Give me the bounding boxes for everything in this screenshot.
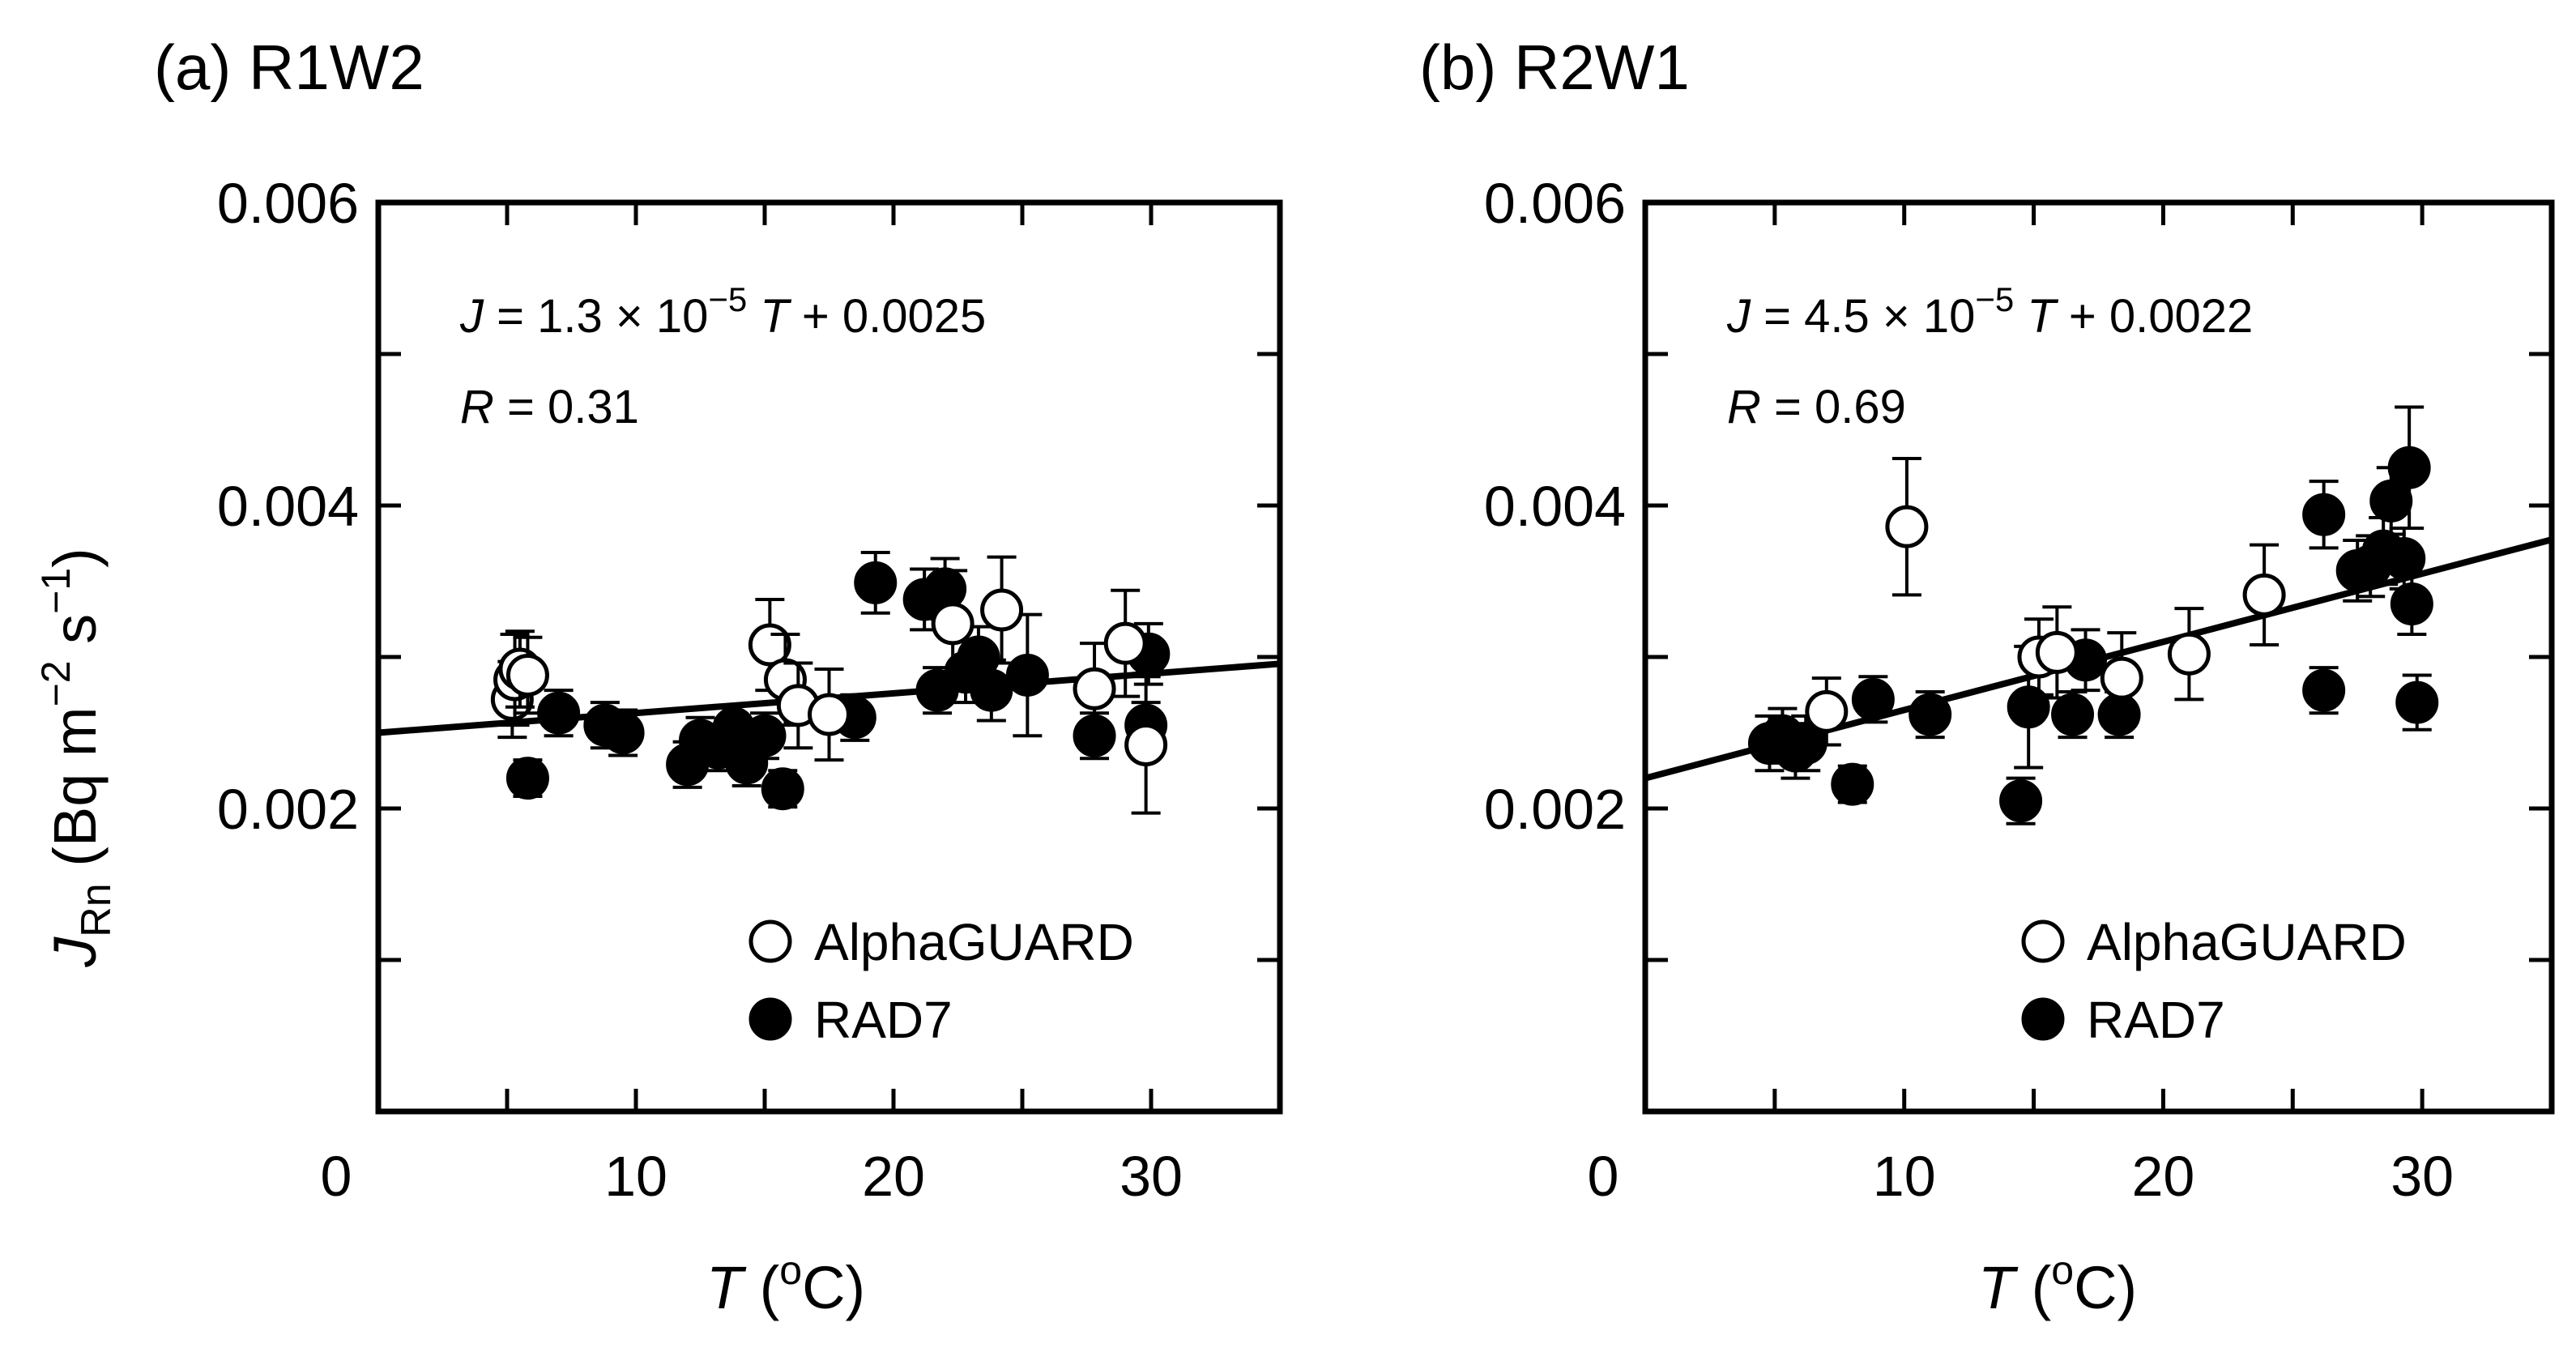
data-point	[505, 653, 549, 697]
data-point	[2242, 573, 2286, 616]
y-axis-label: JRn (Bq m−2 s−1)	[33, 548, 120, 968]
y-tick-label: 0.004	[1484, 475, 1626, 538]
series-rad7	[1747, 405, 2439, 825]
x-axis-label: T (oC)	[1978, 1248, 2137, 1321]
panel-b: (b) R2W1 T (oC) J = 4.5 × 10−5 T + 0.002…	[1419, 32, 2555, 1321]
panel-title: (b) R2W1	[1419, 32, 1690, 103]
legend-label-rad7: RAD7	[2087, 991, 2225, 1049]
svg-text:R = 0.31: R = 0.31	[460, 381, 639, 433]
panel-title: (a) R1W2	[154, 32, 424, 103]
data-point	[2007, 685, 2050, 729]
data-point	[601, 711, 645, 754]
svg-text:T (oC): T (oC)	[1978, 1248, 2137, 1321]
data-point	[1103, 621, 1147, 665]
x-tick-label: 20	[862, 1145, 925, 1208]
legend-marker-alphaguard	[748, 919, 792, 963]
data-point	[2100, 656, 2143, 700]
y-tick-label: 0.004	[217, 475, 359, 538]
data-point	[2302, 493, 2346, 536]
data-point	[1999, 779, 2043, 823]
data-point	[931, 602, 975, 646]
x-tick-label: 0	[321, 1145, 352, 1208]
data-point	[743, 714, 787, 757]
data-point	[1909, 693, 1952, 736]
svg-text:T (oC): T (oC)	[706, 1248, 865, 1321]
y-tick-label: 0.002	[217, 778, 359, 841]
panel-a: (a) R1W2 T (oC) J = 1.3 × 10−5 T + 0.002…	[154, 32, 1283, 1321]
x-tick-label: 30	[1120, 1145, 1183, 1208]
y-tick-label: 0.002	[1484, 778, 1626, 841]
y-tick-label: 0.006	[1484, 172, 1626, 235]
data-point	[2167, 632, 2211, 676]
series-alphaguard	[1805, 457, 2286, 747]
data-point	[854, 561, 898, 604]
x-tick-label: 10	[604, 1145, 667, 1208]
svg-text:J = 1.3 × 10−5 T + 0.0025: J = 1.3 × 10−5 T + 0.0025	[459, 280, 986, 343]
legend-label-alphaguard: AlphaGUARD	[2087, 913, 2407, 971]
data-point	[505, 757, 549, 800]
legend: AlphaGUARD RAD7	[2021, 913, 2407, 1049]
data-point	[808, 693, 851, 736]
data-point	[761, 767, 804, 811]
x-tick-label: 10	[1873, 1145, 1936, 1208]
data-point	[2097, 693, 2141, 736]
data-point	[1885, 505, 1929, 548]
x-axis-label: T (oC)	[706, 1248, 865, 1321]
data-point	[980, 588, 1024, 632]
legend-marker-alphaguard	[2021, 919, 2065, 963]
equation: J = 1.3 × 10−5 T + 0.0025	[459, 280, 986, 343]
svg-text:J = 4.5 × 10−5 T + 0.0022: J = 4.5 × 10−5 T + 0.0022	[1726, 280, 2253, 343]
legend-marker-rad7	[748, 997, 792, 1041]
data-point	[1005, 653, 1049, 697]
y-tick-label: 0.006	[217, 172, 359, 235]
data-point	[537, 691, 581, 735]
legend-label-alphaguard: AlphaGUARD	[814, 913, 1134, 971]
svg-text:R = 0.69: R = 0.69	[1727, 381, 1906, 433]
data-point	[2302, 668, 2346, 712]
data-point	[2387, 446, 2431, 489]
legend-marker-rad7	[2021, 997, 2065, 1041]
data-point	[1124, 723, 1168, 766]
data-point	[1851, 677, 1895, 721]
equation: J = 4.5 × 10−5 T + 0.0022	[1726, 280, 2253, 343]
series-alphaguard	[490, 555, 1168, 815]
data-point	[2051, 693, 2095, 736]
data-point	[923, 567, 967, 611]
data-point	[2390, 582, 2433, 626]
x-tick-label: 30	[2390, 1145, 2454, 1208]
data-point	[1073, 667, 1116, 710]
data-point	[2382, 536, 2426, 580]
x-tick-label: 0	[1588, 1145, 1619, 1208]
r-value: R = 0.69	[1727, 381, 1906, 433]
legend: AlphaGUARD RAD7	[748, 913, 1134, 1049]
data-point	[1805, 689, 1849, 733]
r-value: R = 0.31	[460, 381, 639, 433]
x-tick-label: 20	[2131, 1145, 2194, 1208]
data-point	[2395, 680, 2439, 724]
data-point	[1831, 762, 1874, 806]
legend-label-rad7: RAD7	[814, 991, 953, 1049]
data-point	[970, 668, 1013, 712]
data-point	[2035, 630, 2079, 674]
